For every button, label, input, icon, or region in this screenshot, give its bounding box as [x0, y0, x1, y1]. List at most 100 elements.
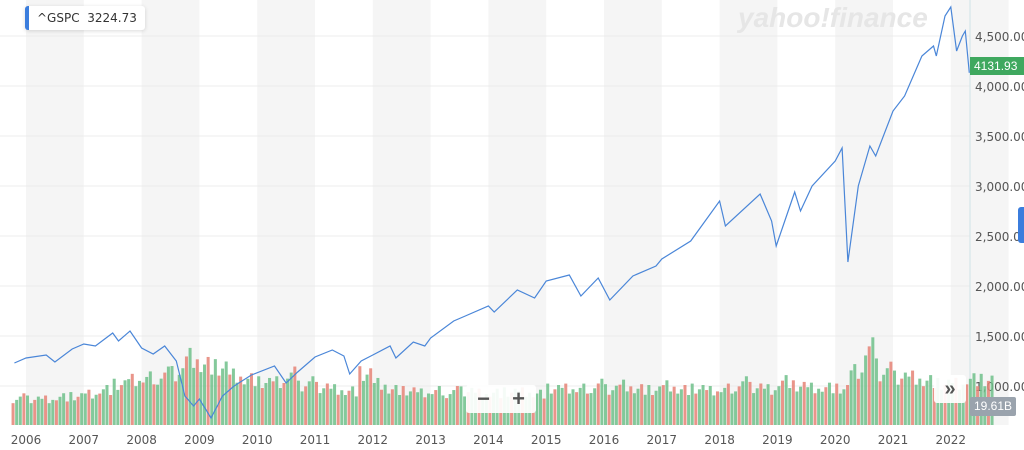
volume-bar [856, 378, 860, 425]
volume-bar [958, 389, 962, 425]
volume-bar [325, 383, 329, 425]
volume-bar [463, 396, 467, 425]
side-panel-tab[interactable] [1018, 207, 1024, 243]
volume-bar [365, 374, 369, 425]
volume-bar [387, 393, 391, 425]
volume-bar [69, 392, 73, 425]
yahoo-finance-logo: yahoo!finance [738, 2, 928, 33]
volume-bar [112, 378, 116, 425]
current-volume-tag: 19.61B [970, 397, 1016, 416]
volume-bar [65, 401, 69, 425]
volume-bar [372, 383, 376, 425]
volume-bar [62, 393, 66, 425]
volume-bar [206, 356, 210, 425]
volume-bar [188, 347, 192, 425]
y-tick-label: 2,000.00 [975, 280, 1024, 294]
volume-bar [134, 386, 138, 425]
volume-bar [145, 376, 149, 425]
volume-bar [730, 393, 734, 425]
volume-bar [712, 395, 716, 425]
volume-bar [213, 359, 217, 425]
volume-bar [737, 386, 741, 425]
volume-bar [412, 387, 416, 425]
x-tick-label: 2018 [704, 433, 735, 447]
volume-bar [824, 387, 828, 425]
volume-bar [950, 383, 954, 425]
volume-bar [809, 382, 813, 425]
volume-bar [929, 375, 933, 425]
volume-bar [773, 390, 777, 425]
volume-bar [405, 395, 409, 425]
volume-bar [408, 391, 412, 425]
volume-bar [87, 389, 91, 425]
volume-bar [726, 383, 730, 425]
volume-bar [109, 395, 113, 425]
volume-bar [672, 386, 676, 425]
volume-bar [199, 372, 203, 425]
volume-bar [614, 385, 618, 425]
volume-bar [777, 386, 781, 425]
volume-bar [137, 380, 141, 425]
volume-bar [961, 384, 965, 425]
volume-bar [195, 359, 199, 425]
volume-bar [304, 386, 308, 425]
volume-bar [658, 386, 662, 425]
volume-bar [58, 396, 62, 425]
volume-bar [228, 374, 232, 425]
volume-bar [817, 388, 821, 425]
volume-bar [329, 388, 333, 425]
volume-bar [795, 391, 799, 425]
volume-bar [838, 393, 842, 425]
volume-bar [723, 387, 727, 425]
volume-bar [380, 389, 384, 425]
volume-bar [593, 388, 597, 425]
volume-bar [278, 388, 282, 425]
volume-bar [965, 384, 969, 425]
volume-bar [354, 396, 358, 425]
volume-bar [820, 391, 824, 425]
volume-bar [676, 393, 680, 425]
symbol-legend[interactable]: ^GSPC 3224.73 [25, 6, 145, 30]
volume-bar [336, 394, 340, 425]
volume-bar [390, 389, 394, 425]
volume-bar [148, 371, 152, 425]
volume-bar [246, 378, 250, 425]
volume-bar [715, 391, 719, 425]
volume-bar [629, 386, 633, 425]
volume-bar [347, 390, 351, 425]
volume-bar [343, 395, 347, 425]
volume-bar [632, 393, 636, 425]
volume-bar [123, 380, 127, 425]
volume-bar [11, 403, 15, 425]
volume-bar [759, 383, 763, 425]
volume-bar [181, 368, 185, 425]
volume-bar [376, 377, 380, 425]
zoom-in-button[interactable]: + [501, 385, 536, 413]
current-price-tag: 4131.93 [970, 57, 1024, 75]
year-band [257, 0, 315, 425]
x-tick-label: 2015 [531, 433, 562, 447]
volume-bar [340, 390, 344, 425]
volume-bar [625, 391, 629, 425]
volume-bar [174, 381, 178, 425]
y-tick-label: 4,500.00 [975, 30, 1024, 44]
volume-bar [885, 368, 889, 425]
volume-bar [268, 377, 272, 425]
x-tick-label: 2008 [126, 433, 157, 447]
volume-bar [22, 393, 26, 425]
volume-bar [802, 381, 806, 425]
volume-bar [36, 396, 40, 425]
volume-bar [217, 375, 221, 425]
volume-bar [744, 376, 748, 425]
y-tick-label: 4,000.00 [975, 80, 1024, 94]
expand-button[interactable]: » [934, 375, 966, 403]
volume-bar [166, 366, 170, 425]
volume-bar [369, 368, 373, 425]
volume-bar [604, 384, 608, 425]
volume-bar [51, 399, 55, 425]
zoom-out-button[interactable]: − [466, 385, 501, 413]
volume-bar [286, 378, 290, 425]
volume-bar [900, 378, 904, 425]
volume-bar [694, 393, 698, 425]
